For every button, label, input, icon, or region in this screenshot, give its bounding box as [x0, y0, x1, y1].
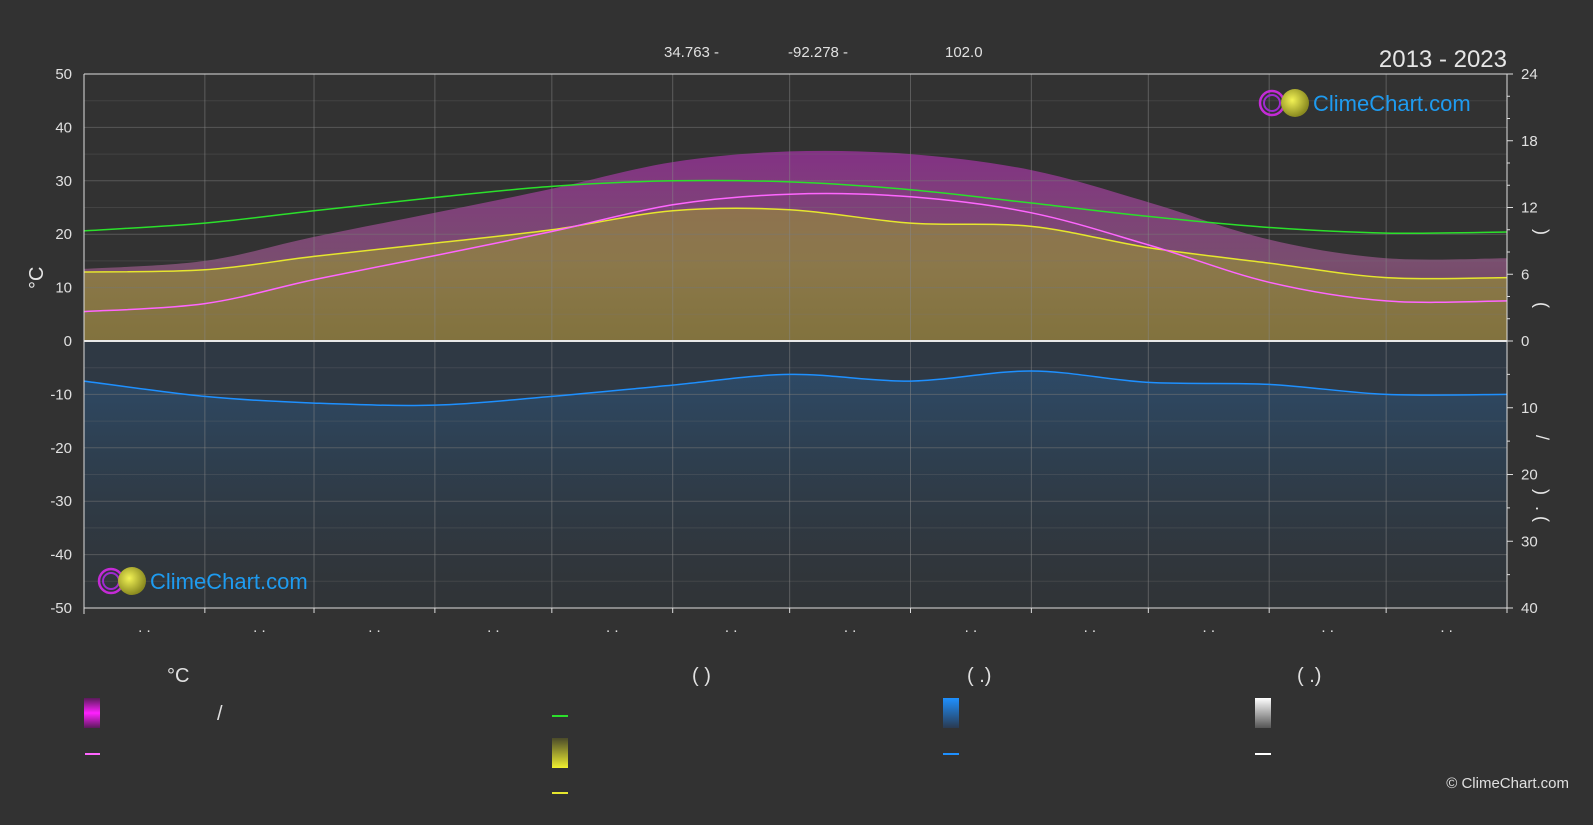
brand-link-top[interactable]: ClimeChart.com: [1313, 91, 1471, 116]
month-tick-label: . .: [1440, 619, 1453, 636]
left-tick-label: -10: [50, 386, 72, 403]
chart-axes: [83, 73, 1513, 614]
right-axis-top-glyph-2: (: [1532, 302, 1552, 308]
right-axis-bottom-glyph-3: (: [1532, 516, 1552, 522]
month-tick-label: . .: [487, 619, 500, 636]
right-top-tick-label: 18: [1521, 133, 1538, 150]
month-tick-label: . .: [138, 619, 151, 636]
month-tick-label: . .: [368, 619, 381, 636]
legend-sun-title: ( ): [692, 665, 711, 687]
legend-swatches: [84, 698, 1271, 794]
left-tick-label: 20: [55, 226, 72, 243]
left-tick-label: -50: [50, 600, 72, 617]
brand-logo-bottom-icon: [97, 567, 146, 595]
right-bottom-tick-label: 40: [1521, 600, 1538, 617]
right-bottom-tick-label: 20: [1521, 467, 1538, 484]
sunshine-fill: [84, 208, 1507, 341]
brand-link-bottom[interactable]: ClimeChart.com: [150, 569, 308, 594]
daylight-line: [83, 179, 1508, 235]
sunshine-area: [84, 208, 1507, 341]
copyright-text: © ClimeChart.com: [1446, 775, 1569, 792]
legend-temperature-range-swatch: [84, 698, 100, 728]
month-tick-label: . .: [965, 619, 978, 636]
right-axis-top-glyph-1: ): [1532, 229, 1552, 235]
precipitation-area: [84, 341, 1507, 608]
right-axis-bottom-glyph-1: /: [1532, 435, 1552, 441]
month-tick-label: . .: [606, 619, 619, 636]
brand-logo-top-icon: [1258, 89, 1309, 117]
month-tick-label: . .: [1084, 619, 1097, 636]
legend-rain-title: ( .): [967, 665, 992, 687]
tick-labels: 50 40 30 20 10 0 -10 -20 -30 -40 -50 24 18 12 6 0 10 20 30…: [50, 66, 1537, 636]
month-tick-label: . .: [1321, 619, 1334, 636]
left-tick-label: 0: [64, 333, 72, 350]
longitude-text: -92.278 -: [788, 44, 849, 61]
left-tick-label: 10: [55, 280, 72, 297]
legend-sunshine-swatch: [552, 738, 568, 768]
left-axis-label: °C: [26, 266, 48, 289]
elevation-text: 102.0: [945, 44, 983, 61]
left-tick-label: -40: [50, 547, 72, 564]
period-title: 2013 - 2023: [1378, 46, 1507, 73]
legend-temperature-separator: /: [217, 703, 223, 725]
precipitation-line: [83, 370, 1508, 407]
month-tick-label: . .: [844, 619, 857, 636]
right-axis-bottom-glyph-4: .: [1532, 506, 1552, 512]
legend-snow-title: ( .): [1297, 665, 1322, 687]
right-top-tick-label: 24: [1521, 66, 1538, 83]
right-axis-bottom-glyph-2: ): [1532, 489, 1552, 495]
legend-temperature-title: °C: [167, 665, 190, 687]
month-tick-label: . .: [725, 619, 738, 636]
right-top-tick-label: 6: [1521, 266, 1529, 283]
right-top-tick-label: 12: [1521, 200, 1538, 217]
month-tick-label: . .: [253, 619, 266, 636]
temperature-mean-line: [83, 192, 1508, 313]
left-tick-label: -20: [50, 440, 72, 457]
left-tick-label: 50: [55, 66, 72, 83]
precipitation-fill: [84, 370, 1507, 608]
right-top-tick-label: 0: [1521, 333, 1529, 350]
legend-snow-swatch: [1255, 698, 1271, 728]
sunshine-line: [83, 207, 1508, 280]
right-bottom-tick-label: 10: [1521, 400, 1538, 417]
left-tick-label: 30: [55, 173, 72, 190]
left-tick-label: 40: [55, 119, 72, 136]
left-tick-label: -30: [50, 493, 72, 510]
precipitation-upper-fill: [84, 341, 1507, 406]
right-bottom-tick-label: 30: [1521, 533, 1538, 550]
month-tick-label: . .: [1202, 619, 1215, 636]
legend-rain-swatch: [943, 698, 959, 728]
series-lines: [83, 179, 1508, 407]
latitude-text: 34.763 -: [664, 44, 720, 61]
